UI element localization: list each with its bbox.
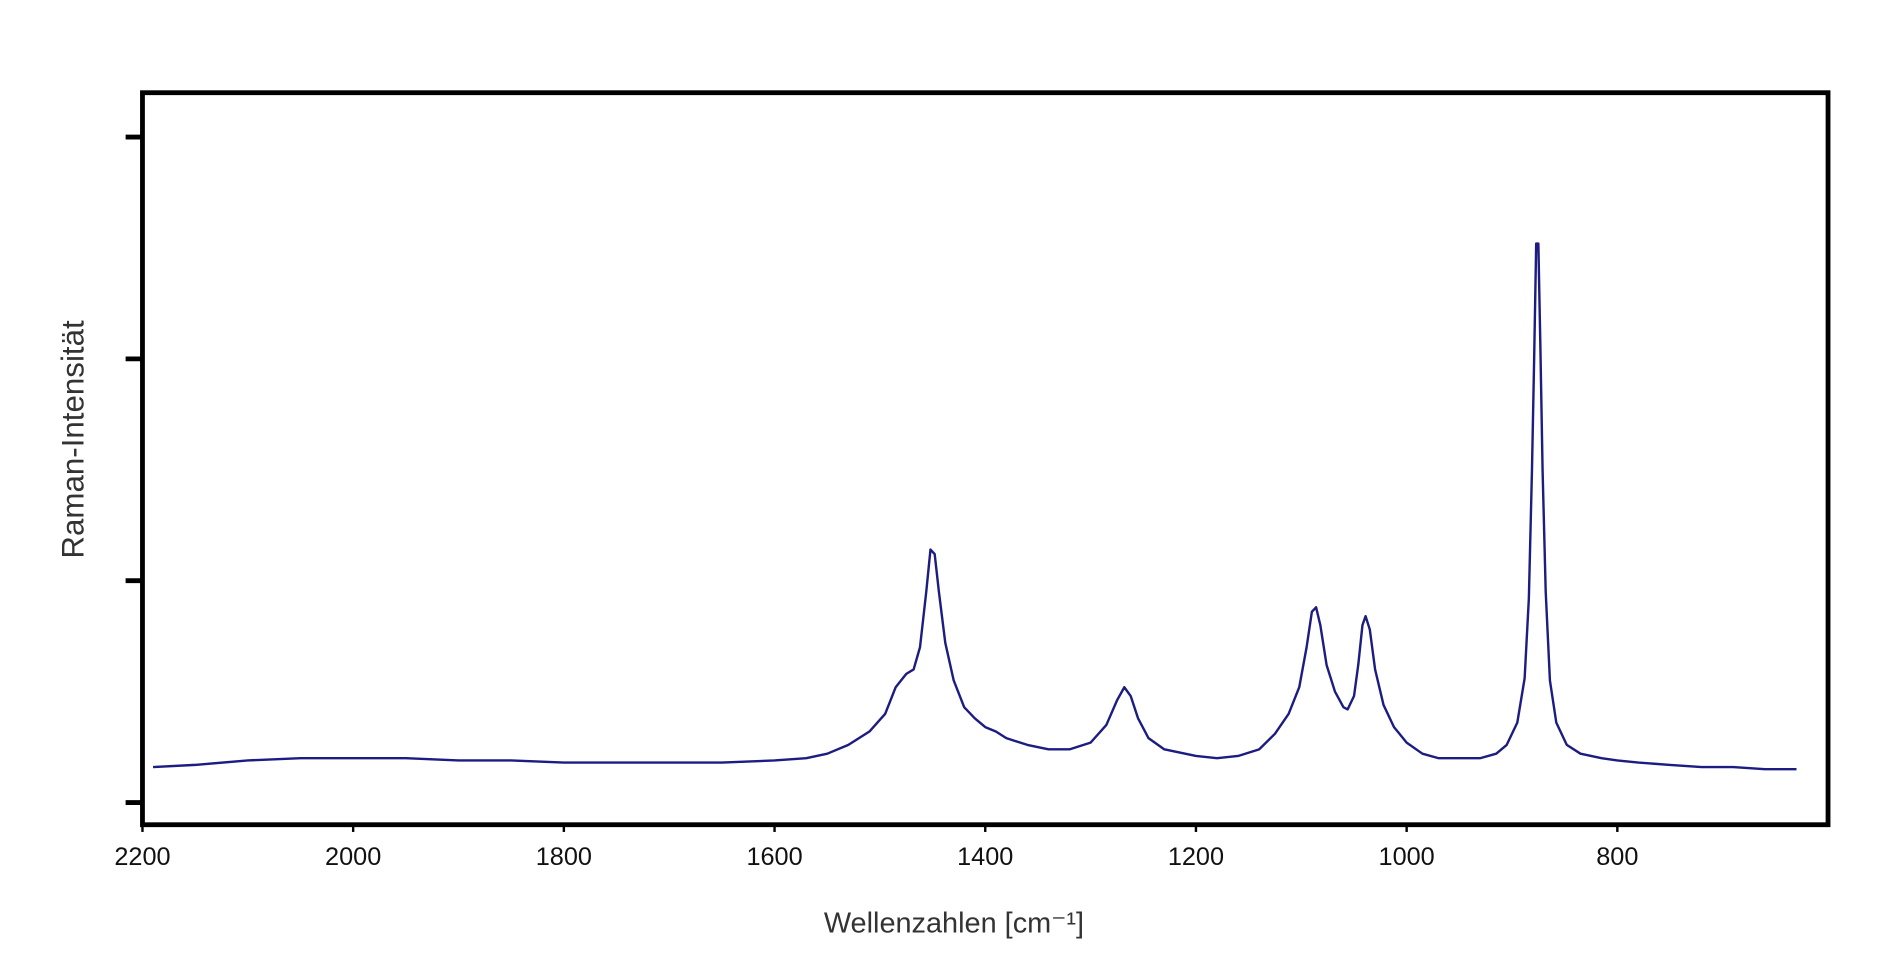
x-tick-label: 2200 bbox=[114, 843, 170, 871]
x-tick-label: 1200 bbox=[1168, 843, 1224, 871]
x-tick-label: 1800 bbox=[536, 843, 592, 871]
x-tick-label: 1000 bbox=[1379, 843, 1435, 871]
y-axis-label: Raman-Intensität bbox=[55, 320, 90, 559]
x-axis-label: Wellenzahlen [cm⁻¹] bbox=[824, 907, 1084, 939]
x-tick-label: 800 bbox=[1596, 843, 1638, 871]
x-tick-label: 1400 bbox=[957, 843, 1013, 871]
plot-frame bbox=[140, 90, 1831, 828]
x-tick-label: 2000 bbox=[325, 843, 381, 871]
x-tick-label: 1600 bbox=[746, 843, 802, 871]
spectrum-line bbox=[152, 242, 1797, 771]
